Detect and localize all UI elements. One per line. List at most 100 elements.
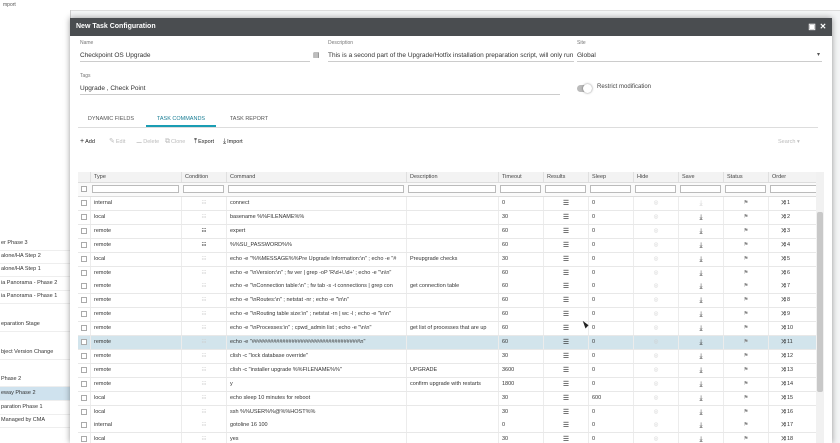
results-list-icon[interactable]: ☰ <box>562 436 570 443</box>
clone-button[interactable]: ⧉Clone <box>165 138 186 145</box>
eye-slash-icon[interactable]: ◎ <box>653 255 659 262</box>
row-checkbox[interactable] <box>81 408 87 415</box>
row-checkbox[interactable] <box>81 297 87 304</box>
row-checkbox[interactable] <box>81 213 87 220</box>
import-button[interactable]: ⤓Import <box>223 138 243 145</box>
filter-command-input[interactable] <box>228 185 404 193</box>
row-checkbox[interactable] <box>81 339 87 345</box>
reorder-shuffle-icon[interactable]: ⤨ <box>781 311 787 318</box>
reorder-shuffle-icon[interactable]: ⤨ <box>781 436 787 443</box>
results-list-icon[interactable]: ☰ <box>562 200 570 207</box>
sidebar-item[interactable]: Managed by CMA <box>0 414 70 428</box>
eye-slash-icon[interactable]: ◎ <box>653 339 659 345</box>
condition-tree-icon[interactable]: ☷ <box>201 241 207 248</box>
save-download-icon[interactable]: ⤓ <box>699 297 703 305</box>
save-download-icon[interactable]: ⤓ <box>699 311 703 319</box>
results-list-icon[interactable]: ☰ <box>562 311 570 319</box>
row-checkbox[interactable] <box>81 255 87 262</box>
table-row[interactable]: remote ☷ echo -e "\nRouting table size:\n"… <box>78 308 824 323</box>
row-checkbox[interactable] <box>81 227 87 234</box>
flag-icon[interactable]: ⚑ <box>743 436 749 443</box>
condition-tree-icon[interactable]: ☷ <box>201 227 207 234</box>
table-row[interactable]: remote ☷ clish -c "installer upgrade %%FIL… <box>78 363 824 378</box>
condition-tree-icon[interactable]: ☷ <box>201 283 207 290</box>
condition-tree-icon[interactable]: ☷ <box>201 200 207 206</box>
condition-tree-icon[interactable]: ☷ <box>201 408 207 415</box>
save-download-icon[interactable]: ⤓ <box>699 200 703 207</box>
condition-tree-icon[interactable]: ☷ <box>201 436 207 443</box>
results-list-icon[interactable]: ☰ <box>562 297 570 305</box>
flag-icon[interactable]: ⚑ <box>743 408 749 415</box>
table-row[interactable]: local ☷ echo -e "%%MESSAGE%%Pre Upgrade In… <box>78 252 824 267</box>
results-list-icon[interactable]: ☰ <box>562 422 570 430</box>
column-header-timeout[interactable]: Timeout <box>498 172 543 182</box>
edit-button[interactable]: ✎Edit <box>109 138 126 145</box>
column-header-command[interactable]: Command <box>226 172 406 182</box>
save-download-icon[interactable]: ⤓ <box>699 436 703 443</box>
sidebar-item[interactable]: paration Phase 1 <box>0 401 70 415</box>
row-checkbox[interactable] <box>81 200 87 206</box>
filter-description-input[interactable] <box>408 185 496 193</box>
scrollbar-thumb[interactable] <box>817 212 823 392</box>
save-download-icon[interactable]: ⤓ <box>699 366 703 374</box>
filter-timeout-input[interactable] <box>500 185 541 193</box>
table-row[interactable]: remote ☷ echo -e "\nProcesses:\n" ; cpwd_a… <box>78 322 824 337</box>
table-row[interactable]: local ☷ basename %%FILENAME%% 30 ☰ 0 ◎ ⤓ ⚑ ⤨ 2 <box>78 210 824 225</box>
save-download-icon[interactable]: ⤓ <box>699 227 703 235</box>
condition-tree-icon[interactable]: ☷ <box>201 297 207 304</box>
flag-icon[interactable]: ⚑ <box>743 394 749 401</box>
filter-order-input[interactable] <box>770 185 820 193</box>
table-row[interactable]: remote ☷ echo -e "\nRoutes:\n" ; netstat -… <box>78 294 824 309</box>
export-button[interactable]: ⤒Export <box>194 138 215 145</box>
reorder-shuffle-icon[interactable]: ⤨ <box>781 227 787 234</box>
add-button[interactable]: +Add <box>80 138 95 145</box>
table-row[interactable]: remote ☷ expert 60 ☰ 0 ◎ ⤓ ⚑ ⤨ 3 <box>78 224 824 239</box>
eye-slash-icon[interactable]: ◎ <box>653 436 659 443</box>
sidebar-item[interactable]: Phase 2 <box>0 373 70 387</box>
filter-save-input[interactable] <box>680 185 721 193</box>
row-checkbox[interactable] <box>81 380 87 387</box>
eye-slash-icon[interactable]: ◎ <box>653 241 659 248</box>
filter-results-input[interactable] <box>545 185 586 193</box>
reorder-shuffle-icon[interactable]: ⤨ <box>781 213 787 220</box>
eye-slash-icon[interactable]: ◎ <box>653 311 659 318</box>
condition-tree-icon[interactable]: ☷ <box>201 325 207 332</box>
filter-hide-input[interactable] <box>635 185 676 193</box>
tags-field[interactable]: Upgrade , Check Point <box>80 83 560 95</box>
reorder-shuffle-icon[interactable]: ⤨ <box>781 352 787 359</box>
save-download-icon[interactable]: ⤓ <box>699 380 703 388</box>
sidebar-item[interactable]: ia Panorama - Phase 2 <box>0 277 70 291</box>
results-list-icon[interactable]: ☰ <box>562 352 570 360</box>
save-download-icon[interactable]: ⤓ <box>699 422 703 430</box>
results-list-icon[interactable]: ☰ <box>562 213 570 221</box>
grid-scrollbar[interactable] <box>816 172 824 443</box>
condition-tree-icon[interactable]: ☷ <box>201 269 207 276</box>
maximize-icon[interactable]: ▣ <box>808 22 816 31</box>
table-row[interactable]: remote ☷ %%SU_PASSWORD%% 60 ☰ 0 ◎ ⤓ ⚑ ⤨ 4 <box>78 238 824 253</box>
filter-sleep-input[interactable] <box>590 185 631 193</box>
results-list-icon[interactable]: ☰ <box>562 394 570 402</box>
condition-tree-icon[interactable]: ☷ <box>201 380 207 387</box>
column-header-sleep[interactable]: Sleep <box>588 172 633 182</box>
save-download-icon[interactable]: ⤓ <box>699 352 703 360</box>
flag-icon[interactable]: ⚑ <box>743 339 749 345</box>
table-row[interactable]: internal ☷ connect 0 ☰ 0 ◎ ⤓ ⚑ ⤨ 1 <box>78 197 824 211</box>
eye-slash-icon[interactable]: ◎ <box>653 366 659 373</box>
reorder-shuffle-icon[interactable]: ⤨ <box>781 366 787 373</box>
restrict-modification-toggle[interactable] <box>577 84 592 93</box>
flag-icon[interactable]: ⚑ <box>743 255 749 262</box>
condition-tree-icon[interactable]: ☷ <box>201 339 207 345</box>
condition-tree-icon[interactable]: ☷ <box>201 394 207 401</box>
column-header-hide[interactable]: Hide <box>633 172 678 182</box>
name-field[interactable]: Checkpoint OS Upgrade <box>80 50 310 62</box>
flag-icon[interactable]: ⚑ <box>743 283 749 290</box>
sidebar-item[interactable]: bject Version Change <box>0 346 70 360</box>
reorder-shuffle-icon[interactable]: ⤨ <box>781 297 787 304</box>
results-list-icon[interactable]: ☰ <box>562 269 570 277</box>
eye-slash-icon[interactable]: ◎ <box>653 283 659 290</box>
column-header-results[interactable]: Results <box>543 172 588 182</box>
save-download-icon[interactable]: ⤓ <box>699 213 703 221</box>
flag-icon[interactable]: ⚑ <box>743 241 749 248</box>
save-download-icon[interactable]: ⤓ <box>699 394 703 402</box>
column-header-order[interactable]: Order <box>768 172 824 182</box>
